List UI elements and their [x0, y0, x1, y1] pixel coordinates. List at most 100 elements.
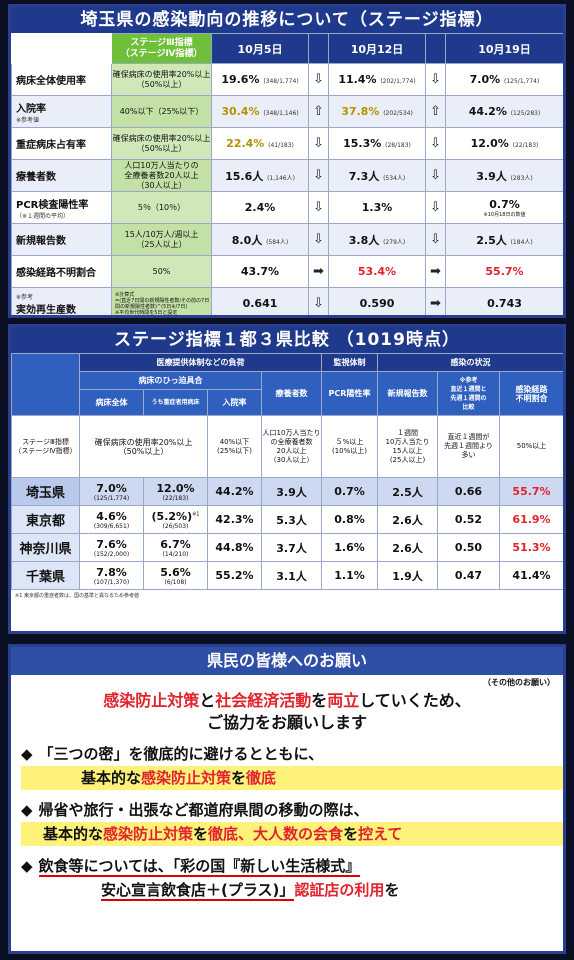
- trend-arrow-icon: ⇧: [308, 95, 329, 128]
- hospital-header: 病床のひっ迫具合: [79, 371, 262, 390]
- compare-table: 医療提供体制などの負荷 監視体制 感染の状況 病床のひっ迫具合 療養者数 PCR…: [11, 353, 563, 590]
- compare-value: 0.7%: [321, 477, 378, 506]
- compare-value: 0.8%: [321, 505, 378, 534]
- std-cell: 人口10万人当たり の全療養者数 20人以上 （30人以上）: [261, 415, 322, 478]
- col-header: 療養者数: [261, 371, 322, 416]
- compare-value: (5.2%)※1 (26/503): [143, 505, 208, 534]
- row-value: 0.641: [211, 287, 309, 315]
- compare-value: 7.8% (107/1,370): [79, 561, 144, 590]
- row-standard: ※計算式 =(直近7日間の新規陽性者数/その前の7日間の新規陽性者数)^(5日※…: [111, 287, 212, 315]
- main-message: 感染防止対策と社会経済活動を両立していくため、: [11, 690, 563, 712]
- compare-value: 12.0% (22/183): [143, 477, 208, 506]
- row-value: 0.590: [328, 287, 426, 315]
- compare-value: 2.5人: [377, 477, 438, 506]
- compare-value: 7.6% (152/2,000): [79, 533, 144, 562]
- trend-title: 埼玉県の感染動向の推移について（ステージ指標）: [11, 7, 563, 33]
- trend-arrow-icon: ⇩: [308, 127, 329, 160]
- compare-value: 3.9人: [261, 477, 322, 506]
- bullet-text: 控えて: [358, 825, 403, 843]
- row-label: 感染経路不明割合: [11, 255, 112, 288]
- compare-note: ※1 東京都の重症者数は、国の基準と異なるため参考値: [15, 593, 139, 599]
- row-label: ※参考 実効再生産数: [11, 287, 112, 315]
- diamond-icon: ◆: [21, 745, 33, 763]
- compare-value: 6.7% (14/210): [143, 533, 208, 562]
- other-requests: （その他のお願い）: [483, 678, 555, 687]
- diamond-icon: ◆: [21, 801, 33, 819]
- prefecture-row: 埼玉県 7.0% (125/1,774) 12.0% (22/183) 44.2% 3.9人…: [11, 477, 563, 506]
- compare-value: 3.1人: [261, 561, 322, 590]
- compare-value: 44.2%: [207, 477, 262, 506]
- row-value: 7.3人 (534人): [328, 159, 426, 192]
- row-standard: 40%以下（25%以下）: [111, 95, 212, 128]
- row-value: 15.6人 (1,146人): [211, 159, 309, 192]
- compare-value: 5.6% (6/108): [143, 561, 208, 590]
- col-header: 病床全体: [79, 389, 144, 416]
- date-col: 10月19日: [445, 33, 563, 64]
- bullet-item: ◆ 飲食等については、「彩の国『新しい生活様式』 安心宣言飲食店＋(プラス)」認証…: [11, 854, 563, 902]
- row-label: 新規報告数: [11, 223, 112, 256]
- trend-arrow-icon: ⇩: [425, 191, 446, 224]
- col-header: 新規報告数: [377, 371, 438, 416]
- bullet-text: 飲食等については、「彩の国『新しい生活様式』: [38, 857, 361, 877]
- bullet-text: を: [231, 769, 247, 787]
- bullet-text: を: [193, 825, 209, 843]
- row-value: 44.2% (125/283): [445, 95, 563, 128]
- prefecture-row: 東京都 4.6% (309/6,651) (5.2%)※1 (26/503) 42.3% 5…: [11, 505, 563, 534]
- request-panel: 県民の皆様へのお願い （その他のお願い） 感染防止対策と社会経済活動を両立してい…: [8, 644, 566, 954]
- compare-value: 2.6人: [377, 533, 438, 562]
- compare-title: ステージ指標１都３県比較 （1019時点）: [11, 327, 563, 353]
- row-value: 43.7%: [211, 255, 309, 288]
- main-message-2: ご協力をお願いします: [206, 713, 367, 732]
- msg-part: 感染防止対策: [103, 691, 200, 710]
- trend-arrow-icon: ⇩: [425, 63, 446, 96]
- row-standard: 15人/10万人/週以上 （25人以上）: [111, 223, 212, 256]
- bullet-text: 帰省や旅行・出張など都道府県間の移動の際は、: [38, 801, 369, 819]
- trend-arrow-icon: ⇩: [308, 191, 329, 224]
- row-value: 11.4% (202/1,774): [328, 63, 426, 96]
- std-cell: 確保病床の使用率20%以上 （50%以上）: [79, 415, 208, 478]
- compare-value: 55.7%: [498, 477, 563, 506]
- prefecture-row: 神奈川県 7.6% (152/2,000) 6.7% (14/210) 44.8% 3.7人…: [11, 533, 563, 562]
- compare-value: 2.6人: [377, 505, 438, 534]
- infection-header: 感染の状況: [376, 353, 563, 372]
- std-cell: ５%以上 (10%以上): [321, 415, 378, 478]
- trend-row: 療養者数 人口10万人当たりの 全療養者数20人以上 （30人以上） 15.6人 (…: [11, 159, 563, 192]
- compare-value: 3.7人: [261, 533, 322, 562]
- row-label: 重症病床占有率: [11, 127, 112, 160]
- trend-arrow-icon: ⇩: [308, 223, 329, 256]
- arrow-col: [425, 33, 446, 64]
- col-header: 入院率: [207, 389, 262, 416]
- trend-row: 感染経路不明割合 50% 43.7% ➡ 53.4% ➡ 55.7%: [11, 255, 563, 288]
- date-col: 10月12日: [328, 33, 426, 64]
- row-standard: 50%: [111, 255, 212, 288]
- prefecture-name: 神奈川県: [11, 533, 80, 562]
- compare-value: 0.47: [437, 561, 500, 590]
- row-value: 0.7% ※10月18日の数値: [445, 191, 563, 224]
- col-header: 感染経路 不明割合: [498, 371, 563, 416]
- row-label: PCR検査陽性率 （※１週間の平均）: [11, 191, 112, 224]
- col-header: うち重症者用病床: [143, 389, 208, 416]
- row-label: 入院率 ※参考値: [11, 95, 112, 128]
- trend-std-header: ステージⅢ指標 （ステージⅣ指標）: [111, 33, 212, 64]
- compare-value: 1.9人: [377, 561, 438, 590]
- trend-arrow-icon: ⇩: [308, 287, 329, 315]
- monitor-header: 監視体制: [321, 353, 378, 372]
- compare-value: 5.3人: [261, 505, 322, 534]
- col-header: PCR陽性率: [321, 371, 378, 416]
- trend-corner: [11, 33, 112, 64]
- prefecture-row: 千葉県 7.8% (107/1,370) 5.6% (6/108) 55.2% 3.1人 1.…: [11, 561, 563, 590]
- row-value: 1.3%: [328, 191, 426, 224]
- row-value: 30.4% (348/1,146): [211, 95, 309, 128]
- trend-arrow-icon: ⇩: [425, 127, 446, 160]
- row-value: 53.4%: [328, 255, 426, 288]
- trend-panel: 埼玉県の感染動向の推移について（ステージ指標） ステージⅢ指標 （ステージⅣ指標…: [8, 4, 566, 318]
- row-value: 0.743: [445, 287, 563, 315]
- diamond-icon: ◆: [21, 857, 33, 875]
- medical-header: 医療提供体制などの負荷: [79, 353, 322, 372]
- arrow-col: [308, 33, 329, 64]
- compare-value: 44.8%: [207, 533, 262, 562]
- trend-row: 入院率 ※参考値 40%以下（25%以下） 30.4% (348/1,146) ⇧ 37.…: [11, 95, 563, 128]
- row-value: 2.5人 (184人): [445, 223, 563, 256]
- prefecture-name: 東京都: [11, 505, 80, 534]
- compare-panel: ステージ指標１都３県比較 （1019時点） 医療提供体制などの負荷 監視体制 感…: [8, 324, 566, 634]
